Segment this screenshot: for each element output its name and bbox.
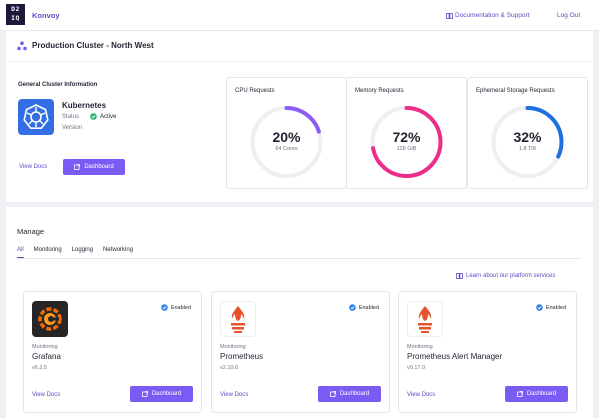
stat-percent: 20% [272,129,301,145]
view-docs-link[interactable]: View Docs [407,392,436,398]
cluster-type-name: Kubernetes [62,101,107,110]
gauge-arc [250,106,323,178]
dashboard-button[interactable]: Dashboard [130,386,193,402]
cluster-icon [17,41,27,51]
service-name: Prometheus Alert Manager [407,352,503,361]
dashboard-button-label: Dashboard [526,391,557,397]
service-name: Grafana [32,352,61,361]
stat-capacity: 1.8 TiB [518,146,537,152]
enabled-label: Enabled [545,304,566,311]
service-card-prometheus-alert-manager: Enabled Monitoring Prometheus Alert Mana… [398,291,577,413]
book-icon [446,12,453,19]
dashboard-button[interactable]: Dashboard [318,386,381,402]
stat-percent: 32% [513,129,542,145]
gauge-arc [370,106,443,178]
service-category: Monitoring [407,344,433,350]
cluster-overview-panel: General Cluster Information Kubernetes S… [6,62,593,202]
cluster-header: Production Cluster - North West [6,31,593,62]
cpu-gauge [250,106,323,178]
logo-line-2: IQ [11,14,20,22]
general-info-title: General Cluster Information [18,82,98,88]
dashboard-button-label: Dashboard [339,391,370,397]
external-link-icon [516,391,523,397]
service-category: Monitoring [220,344,246,350]
enabled-label: Enabled [358,304,379,311]
external-link-icon [329,391,336,397]
logo-line-1: D2 [11,5,20,13]
tab-all[interactable]: All [17,247,24,258]
view-docs-link[interactable]: View Docs [19,164,48,170]
top-bar: D2 IQ Konvoy Documentation & Support Log… [0,0,599,31]
memory-gauge [370,106,443,178]
tab-logging[interactable]: Logging [71,247,94,253]
prometheus-icon [407,301,443,337]
check-circle-icon [90,113,97,120]
documentation-support-label: Documentation & Support [455,12,530,19]
status-badge: Active [90,113,116,120]
tab-divider [17,258,582,259]
check-circle-icon [536,304,543,311]
check-circle-icon [161,304,168,311]
kubernetes-icon [18,99,54,135]
memory-requests-card: Memory Requests 72% 128 GiB [346,77,467,189]
service-version: v6.2.5 [32,365,47,371]
dashboard-button-label: Dashboard [151,391,182,397]
ephemeral-storage-card: Ephemeral Storage Requests 32% 1.8 TiB [467,77,588,189]
stat-percent: 72% [392,129,421,145]
cpu-requests-card: CPU Requests 20% 64 Cores [226,77,347,189]
grafana-icon [32,301,68,337]
gauge-arc [491,106,564,178]
service-version: v0.17.0 [407,365,426,371]
enabled-badge: Enabled [161,304,191,311]
page-title: Production Cluster - North West [32,41,154,50]
stat-capacity: 128 GiB [396,146,417,152]
enabled-badge: Enabled [349,304,379,311]
service-card-grafana: Enabled Monitoring Grafana v6.2.5 View D… [23,291,202,413]
service-category: Monitoring [32,344,58,350]
dashboard-button[interactable]: Dashboard [63,159,125,175]
tab-networking[interactable]: Networking [103,247,134,253]
dashboard-button-label: Dashboard [84,164,114,170]
service-version: v2.10.0 [220,365,239,371]
d2iq-logo[interactable]: D2 IQ [6,4,25,25]
view-docs-link[interactable]: View Docs [32,392,61,398]
brand-name: Konvoy [32,11,60,20]
enabled-label: Enabled [170,304,191,311]
service-tabs: All Monitoring Logging Networking [17,247,133,258]
stat-capacity: 64 Cores [275,146,298,152]
storage-gauge [491,106,564,178]
status-value: Active [100,113,117,120]
learn-platform-services-link[interactable]: Learn about our platform services [456,273,555,279]
view-docs-link[interactable]: View Docs [220,392,249,398]
manage-title: Manage [17,227,45,236]
service-card-prometheus: Enabled Monitoring Prometheus v2.10.0 Vi… [211,291,390,413]
book-icon [456,273,463,279]
learn-platform-services-label: Learn about our platform services [466,273,556,279]
logout-link[interactable]: Log Out [557,12,581,19]
external-link-icon [74,164,81,170]
stat-title: Memory Requests [355,88,404,94]
stat-title: Ephemeral Storage Requests [476,88,555,94]
external-link-icon [141,391,148,397]
manage-panel: Manage All Monitoring Logging Networking… [6,207,593,418]
status-label: Status [62,114,80,120]
tab-monitoring[interactable]: Monitoring [33,247,62,253]
enabled-badge: Enabled [536,304,566,311]
documentation-support-link[interactable]: Documentation & Support [446,12,529,19]
check-circle-icon [349,304,356,311]
version-label: Version [62,125,83,131]
prometheus-icon [220,301,256,337]
service-name: Prometheus [220,352,264,361]
dashboard-button[interactable]: Dashboard [505,386,568,402]
stat-title: CPU Requests [235,88,275,94]
